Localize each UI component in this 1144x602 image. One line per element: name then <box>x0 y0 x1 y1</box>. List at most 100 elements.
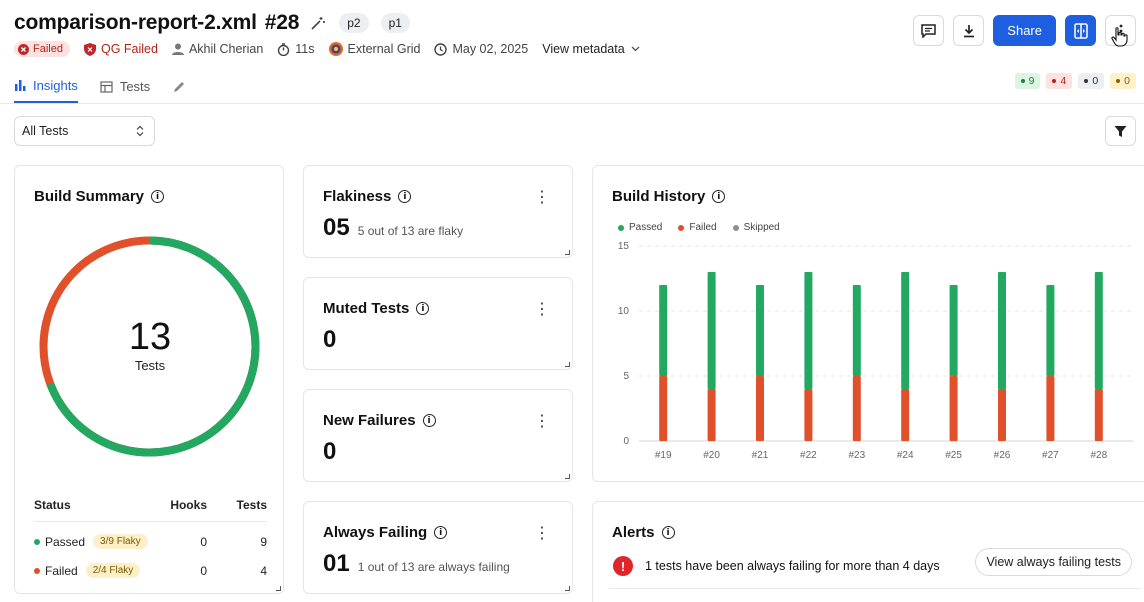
always-failing-title-text: Always Failing <box>323 524 428 541</box>
tag-p2[interactable]: p2 <box>339 13 369 33</box>
info-icon[interactable]: i <box>416 302 430 315</box>
comment-button[interactable] <box>913 15 945 46</box>
status-failed: Failed <box>45 563 78 578</box>
quality-gate-label: QG Failed <box>100 42 158 56</box>
total-tests-label: Tests <box>134 358 166 373</box>
bar-failed <box>804 389 813 441</box>
legend-failed[interactable]: Failed <box>678 222 717 233</box>
table-row[interactable]: Passed 3/9 Flaky 0 9 <box>34 527 267 556</box>
new-failures-value: 0 <box>323 438 337 465</box>
compare-button[interactable] <box>1065 15 1096 46</box>
bar-failed <box>949 376 958 441</box>
alert-divider <box>609 588 1141 589</box>
failed-count[interactable]: 4 <box>1046 73 1073 89</box>
alert-item: ! 1 tests have been always failing for m… <box>613 556 940 576</box>
card-menu-icon[interactable]: ⋮ <box>534 189 550 206</box>
resize-handle[interactable] <box>565 250 570 255</box>
build-history-title-text: Build History <box>612 188 706 205</box>
table-icon <box>100 80 113 93</box>
muted-tests-card: Muted Tests i ⋮ 0 <box>303 277 573 370</box>
author-name: Akhil Cherian <box>188 42 264 56</box>
test-filter-select[interactable]: All Tests <box>14 116 155 146</box>
tab-insights[interactable]: Insights <box>14 70 78 103</box>
info-icon[interactable]: i <box>712 190 726 203</box>
build-history-card: Build History i Passed Failed Skipped 0 5… <box>592 165 1144 482</box>
resize-handle[interactable] <box>276 586 281 591</box>
total-tests-value: 13 <box>128 316 172 358</box>
tag-p1[interactable]: p1 <box>380 13 410 33</box>
magic-wand-icon[interactable] <box>309 14 327 32</box>
resize-handle[interactable] <box>565 586 570 591</box>
card-menu-icon[interactable]: ⋮ <box>534 301 550 318</box>
flakiness-detail: 5 out of 13 are flaky <box>357 224 464 238</box>
tab-tests[interactable]: Tests <box>100 70 150 103</box>
x-tick-label: #28 <box>1090 450 1107 461</box>
x-tick-label: #22 <box>800 450 817 461</box>
edit-tabs-button[interactable] <box>172 70 186 103</box>
info-icon[interactable]: i <box>422 414 436 427</box>
share-button[interactable]: Share <box>993 15 1056 46</box>
build-summary-card: Build Summary i 13 Tests Status Hooks Te… <box>14 165 284 594</box>
skipped-count[interactable]: 0 <box>1078 73 1105 89</box>
comment-icon <box>921 23 937 38</box>
count-dot <box>1020 79 1025 83</box>
x-tick-label: #26 <box>994 450 1011 461</box>
info-icon[interactable]: i <box>151 190 165 203</box>
header-actions: Share <box>913 15 1136 46</box>
passed-count[interactable]: 9 <box>1014 73 1041 89</box>
always-failing-title: Always Failing i <box>323 524 448 541</box>
x-tick-label: #25 <box>945 450 962 461</box>
legend-passed-label: Passed <box>629 222 663 233</box>
download-button[interactable] <box>953 15 985 46</box>
status-badge: Failed <box>14 41 70 57</box>
count-dot <box>1052 79 1057 83</box>
grid-logo-icon <box>328 42 343 56</box>
alerts-title: Alerts i <box>612 524 675 541</box>
shield-icon <box>83 42 96 56</box>
failed-dot <box>34 567 40 574</box>
alerts-title-text: Alerts <box>612 524 655 541</box>
resize-handle[interactable] <box>565 474 570 479</box>
skipped-count-value: 0 <box>1092 75 1099 87</box>
status-cell: Passed 3/9 Flaky <box>34 534 167 549</box>
chart-legend: Passed Failed Skipped <box>618 222 780 233</box>
duration: 11s <box>277 42 315 56</box>
col-hooks: Hooks <box>170 498 207 512</box>
card-menu-icon[interactable]: ⋮ <box>534 525 550 542</box>
flaky-count[interactable]: 0 <box>1110 73 1136 89</box>
filter-button[interactable] <box>1105 116 1136 146</box>
tab-bar: Insights Tests <box>14 70 186 103</box>
failed-icon <box>18 43 29 55</box>
passed-count-value: 9 <box>1028 75 1035 87</box>
new-failures-title-text: New Failures <box>323 412 416 429</box>
bar-chart-icon <box>15 80 26 91</box>
result-counts: 9 4 0 0 <box>1014 73 1136 89</box>
legend-passed[interactable]: Passed <box>618 222 662 233</box>
x-tick-label: #21 <box>752 450 769 461</box>
legend-skipped[interactable]: Skipped <box>732 222 780 233</box>
info-icon[interactable]: i <box>398 190 412 203</box>
muted-tests-title-text: Muted Tests <box>323 300 410 317</box>
resize-handle[interactable] <box>565 362 570 367</box>
info-icon[interactable]: i <box>661 526 675 539</box>
date-value: May 02, 2025 <box>452 42 529 56</box>
meta-row: Failed QG Failed Akhil Cherian 11s Exter… <box>14 41 640 57</box>
quality-gate[interactable]: QG Failed <box>83 42 158 56</box>
y-tick-label: 0 <box>623 436 629 447</box>
new-failures-card: New Failures i ⋮ 0 <box>303 389 573 482</box>
title-row: comparison-report-2.xml #28 p2 p1 <box>14 11 410 35</box>
card-menu-icon[interactable]: ⋮ <box>534 413 550 430</box>
bar-passed <box>804 272 813 389</box>
timer-icon <box>278 42 290 56</box>
x-tick-label: #24 <box>897 450 914 461</box>
info-icon[interactable]: i <box>434 526 448 539</box>
author: Akhil Cherian <box>171 42 264 56</box>
alert-icon: ! <box>613 556 633 576</box>
x-tick-label: #20 <box>703 450 720 461</box>
bar-passed <box>949 285 958 376</box>
view-metadata-toggle[interactable]: View metadata <box>542 42 640 56</box>
view-always-failing-button[interactable]: View always failing tests <box>975 548 1132 576</box>
hooks-cell: 0 <box>200 534 207 549</box>
table-row[interactable]: Failed 2/4 Flaky 0 4 <box>34 556 267 585</box>
x-tick-label: #23 <box>848 450 865 461</box>
